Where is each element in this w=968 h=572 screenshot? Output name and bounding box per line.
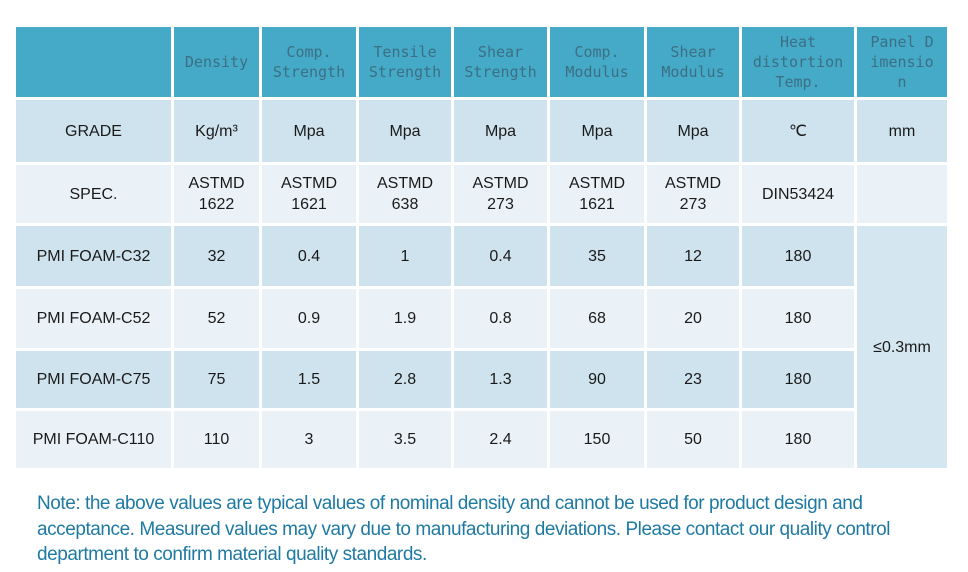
table-cell: mm [857,100,947,162]
table-cell: 23 [647,351,739,408]
table-cell: 35 [550,226,644,286]
col-header-heat-distortion-temp: Heat distortion Temp. [742,27,854,97]
col-header-comp-strength: Comp. Strength [262,27,356,97]
table-cell: 0.4 [262,226,356,286]
table-cell: 52 [174,289,259,348]
table-cell: 1.5 [262,351,356,408]
note-text: Note: the above values are typical value… [37,493,891,565]
table-cell: 1 [359,226,451,286]
table-cell: 0.4 [454,226,547,286]
col-header-tensile-strength: Tensile Strength [359,27,451,97]
table-cell: 90 [550,351,644,408]
table-cell: 68 [550,289,644,348]
table-cell: 32 [174,226,259,286]
col-header-panel-dimension: Panel Dimension [857,27,947,97]
table-cell: 12 [647,226,739,286]
table-cell: 1.3 [454,351,547,408]
table-cell: 2.4 [454,411,547,468]
header-corner-cell [16,27,171,97]
row-label-pmi-foam-c110: PMI FOAM-C110 [16,411,171,468]
table-cell: 180 [742,289,854,348]
table-cell: 180 [742,411,854,468]
row-label-grade: GRADE [16,100,171,162]
table-cell: 150 [550,411,644,468]
col-header-density: Density [174,27,259,97]
table-cell: 3.5 [359,411,451,468]
table-cell: 20 [647,289,739,348]
row-label-spec: SPEC. [16,165,171,223]
material-properties-table: Density Comp. Strength Tensile Strength … [16,27,947,468]
col-header-comp-modulus: Comp. Modulus [550,27,644,97]
table-cell: ASTMD 638 [359,165,451,223]
row-label-pmi-foam-c32: PMI FOAM-C32 [16,226,171,286]
table-cell: 0.8 [454,289,547,348]
table-cell: Kg/m³ [174,100,259,162]
table-cell: Mpa [550,100,644,162]
table-cell: Mpa [262,100,356,162]
table-cell: Mpa [647,100,739,162]
table-cell: ASTMD 273 [647,165,739,223]
row-label-pmi-foam-c75: PMI FOAM-C75 [16,351,171,408]
table-cell: 3 [262,411,356,468]
table-cell: Mpa [359,100,451,162]
row-label-pmi-foam-c52: PMI FOAM-C52 [16,289,171,348]
table-cell: ASTMD 1621 [262,165,356,223]
table-cell: ASTMD 273 [454,165,547,223]
col-header-shear-strength: Shear Strength [454,27,547,97]
panel-dimension-merged-cell: ≤0.3mm [857,226,947,468]
table-cell: 0.9 [262,289,356,348]
table-cell [857,165,947,223]
table-cell: DIN53424 [742,165,854,223]
table-cell: 180 [742,351,854,408]
table-cell: ASTMD 1622 [174,165,259,223]
table-cell: 110 [174,411,259,468]
table-cell: ASTMD 1621 [550,165,644,223]
table-cell: 2.8 [359,351,451,408]
table-cell: 180 [742,226,854,286]
table-cell: ℃ [742,100,854,162]
table-cell: 1.9 [359,289,451,348]
table-cell: 75 [174,351,259,408]
table-cell: 50 [647,411,739,468]
table-cell: Mpa [454,100,547,162]
col-header-shear-modulus: Shear Modulus [647,27,739,97]
